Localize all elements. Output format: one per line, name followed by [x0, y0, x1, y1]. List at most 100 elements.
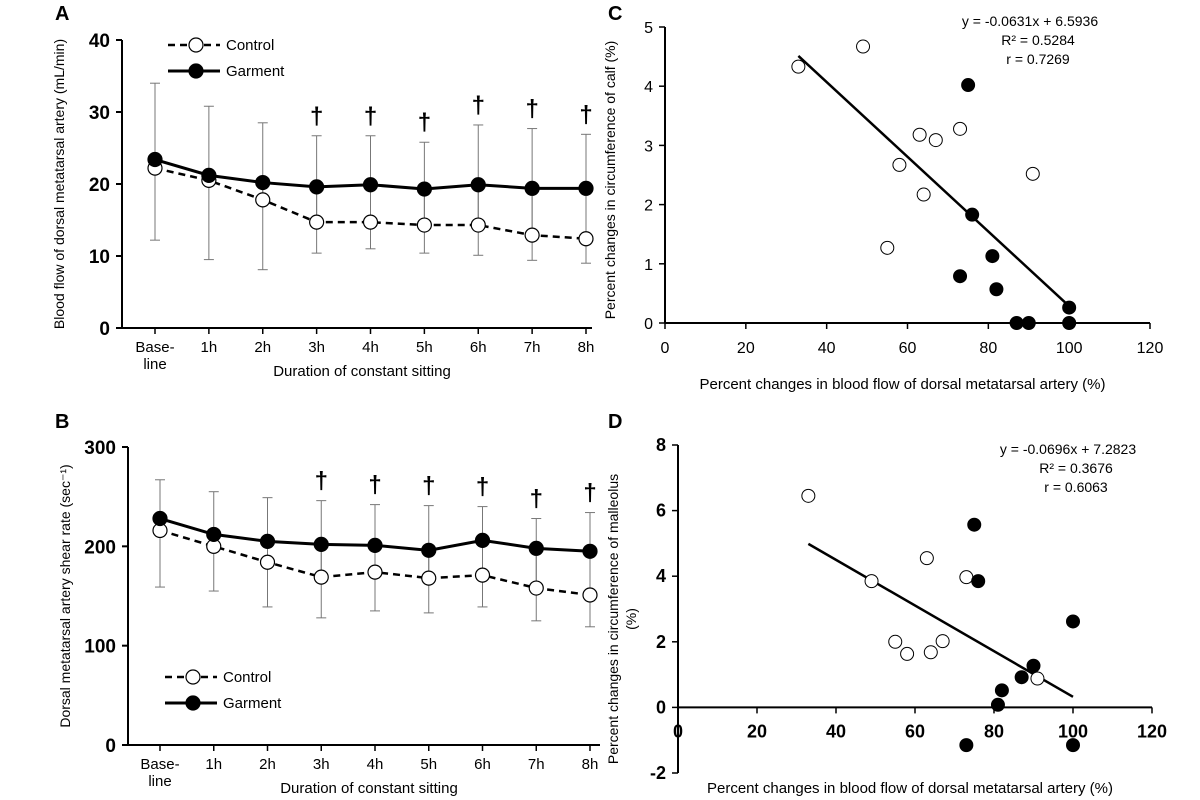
r-squared-label: R² = 0.5284: [1001, 32, 1075, 48]
y-tick-label: 40: [89, 31, 110, 52]
point-open: [856, 39, 871, 54]
legend-marker: [185, 695, 201, 711]
point-filled: [1062, 316, 1077, 330]
y-tick-label: 6: [656, 501, 666, 521]
point-garment: [367, 537, 383, 553]
point-filled: [989, 282, 1004, 297]
point-filled: [953, 269, 968, 284]
point-filled: [961, 78, 976, 93]
significance-dagger: †: [418, 109, 431, 136]
point-filled: [971, 574, 986, 589]
panel-letter: B: [55, 411, 69, 433]
point-garment: [578, 180, 594, 196]
y-axis-title: Blood flow of dorsal metatarsal artery (…: [51, 39, 67, 329]
point-filled: [959, 738, 974, 753]
x-tick-label: 0: [661, 340, 670, 357]
point-control: [578, 231, 594, 247]
panel-letter: C: [608, 3, 622, 25]
point-garment: [470, 177, 486, 193]
panel-letter: D: [608, 411, 622, 433]
point-open: [923, 645, 938, 660]
trendline: [807, 542, 1074, 698]
y-tick-label: 4: [656, 566, 666, 586]
point-garment: [147, 151, 163, 168]
x-tick-label: 2h: [259, 756, 276, 773]
x-tick-label: 2h: [254, 339, 271, 356]
point-garment: [524, 180, 540, 196]
point-open: [1030, 671, 1045, 686]
x-tick-label: 40: [818, 340, 836, 357]
point-open: [935, 634, 950, 649]
x-tick-label: 40: [826, 721, 846, 741]
point-open: [928, 133, 943, 148]
x-tick-label: 60: [905, 721, 925, 741]
x-tick-label: 3h: [308, 339, 325, 356]
x-tick-label: 80: [984, 721, 1004, 741]
point-open: [912, 127, 927, 142]
series-line-control: [154, 166, 587, 240]
x-tick-label: 100: [1058, 721, 1088, 741]
legend-label: Garment: [223, 695, 282, 712]
point-open: [892, 157, 907, 172]
significance-dagger: †: [315, 468, 328, 495]
x-tick-label: 5h: [416, 339, 433, 356]
panel-letter: A: [55, 3, 69, 25]
y-tick-label: -2: [650, 763, 666, 783]
x-tick-label: 120: [1137, 721, 1167, 741]
y-tick-label: 300: [84, 438, 116, 459]
point-garment: [416, 181, 432, 197]
point-control: [255, 192, 271, 208]
y-tick-label: 2: [656, 632, 666, 652]
significance-dagger: †: [368, 472, 381, 499]
point-open: [801, 488, 816, 503]
point-control: [416, 217, 432, 233]
x-tick-label: 4h: [362, 339, 379, 356]
x-tick-label: Base-: [135, 339, 174, 356]
significance-dagger: †: [422, 473, 435, 500]
point-garment: [582, 543, 598, 559]
legend-marker: [188, 63, 204, 79]
point-filled: [994, 683, 1009, 698]
x-tick-label: 6h: [470, 339, 487, 356]
y-tick-label: 4: [644, 79, 653, 96]
x-tick-label: 60: [899, 340, 917, 357]
point-open: [1025, 166, 1040, 181]
y-tick-label: 20: [89, 175, 110, 196]
point-filled: [1009, 316, 1024, 330]
significance-dagger: †: [525, 96, 538, 123]
y-tick-label: 30: [89, 103, 110, 124]
x-tick-label: 80: [979, 340, 997, 357]
significance-dagger: †: [530, 486, 543, 513]
x-tick-label: line: [148, 773, 171, 790]
x-tick-label: 8h: [578, 339, 595, 356]
point-garment: [201, 167, 217, 183]
x-tick-label: line: [143, 356, 166, 373]
point-filled: [967, 517, 982, 532]
y-tick-label: 0: [656, 697, 666, 717]
panel-C: C 0 1 2 3 4 5 0 20 40 60 80 100 120 Percent changes in…: [602, 3, 1163, 393]
point-control: [524, 227, 540, 243]
x-tick-label: 3h: [313, 756, 330, 773]
point-garment: [474, 532, 491, 548]
significance-dagger: †: [583, 480, 596, 507]
y-tick-label: 1: [644, 257, 653, 274]
x-tick-label: 1h: [201, 339, 218, 356]
point-control: [528, 580, 544, 596]
point-garment: [421, 542, 437, 558]
point-filled: [965, 207, 980, 222]
point-garment: [255, 174, 271, 191]
point-garment: [152, 510, 168, 527]
significance-dagger: †: [579, 101, 592, 128]
x-tick-label: 120: [1137, 340, 1164, 357]
x-axis-title: Duration of constant sitting: [280, 780, 458, 797]
point-open: [959, 570, 974, 585]
x-tick-label: 6h: [474, 756, 491, 773]
point-control: [313, 569, 329, 585]
r-squared-label: R² = 0.3676: [1039, 460, 1113, 476]
x-tick-label: 8h: [582, 756, 599, 773]
legend-marker: [185, 669, 201, 685]
panel-B: B 0 100 200 300 Base-line 1h 2h 3h 4h 5h 6h 7h 8h Dura…: [55, 411, 600, 797]
point-open: [953, 121, 968, 136]
regression-equation: y = -0.0631x + 6.5936: [962, 13, 1098, 29]
